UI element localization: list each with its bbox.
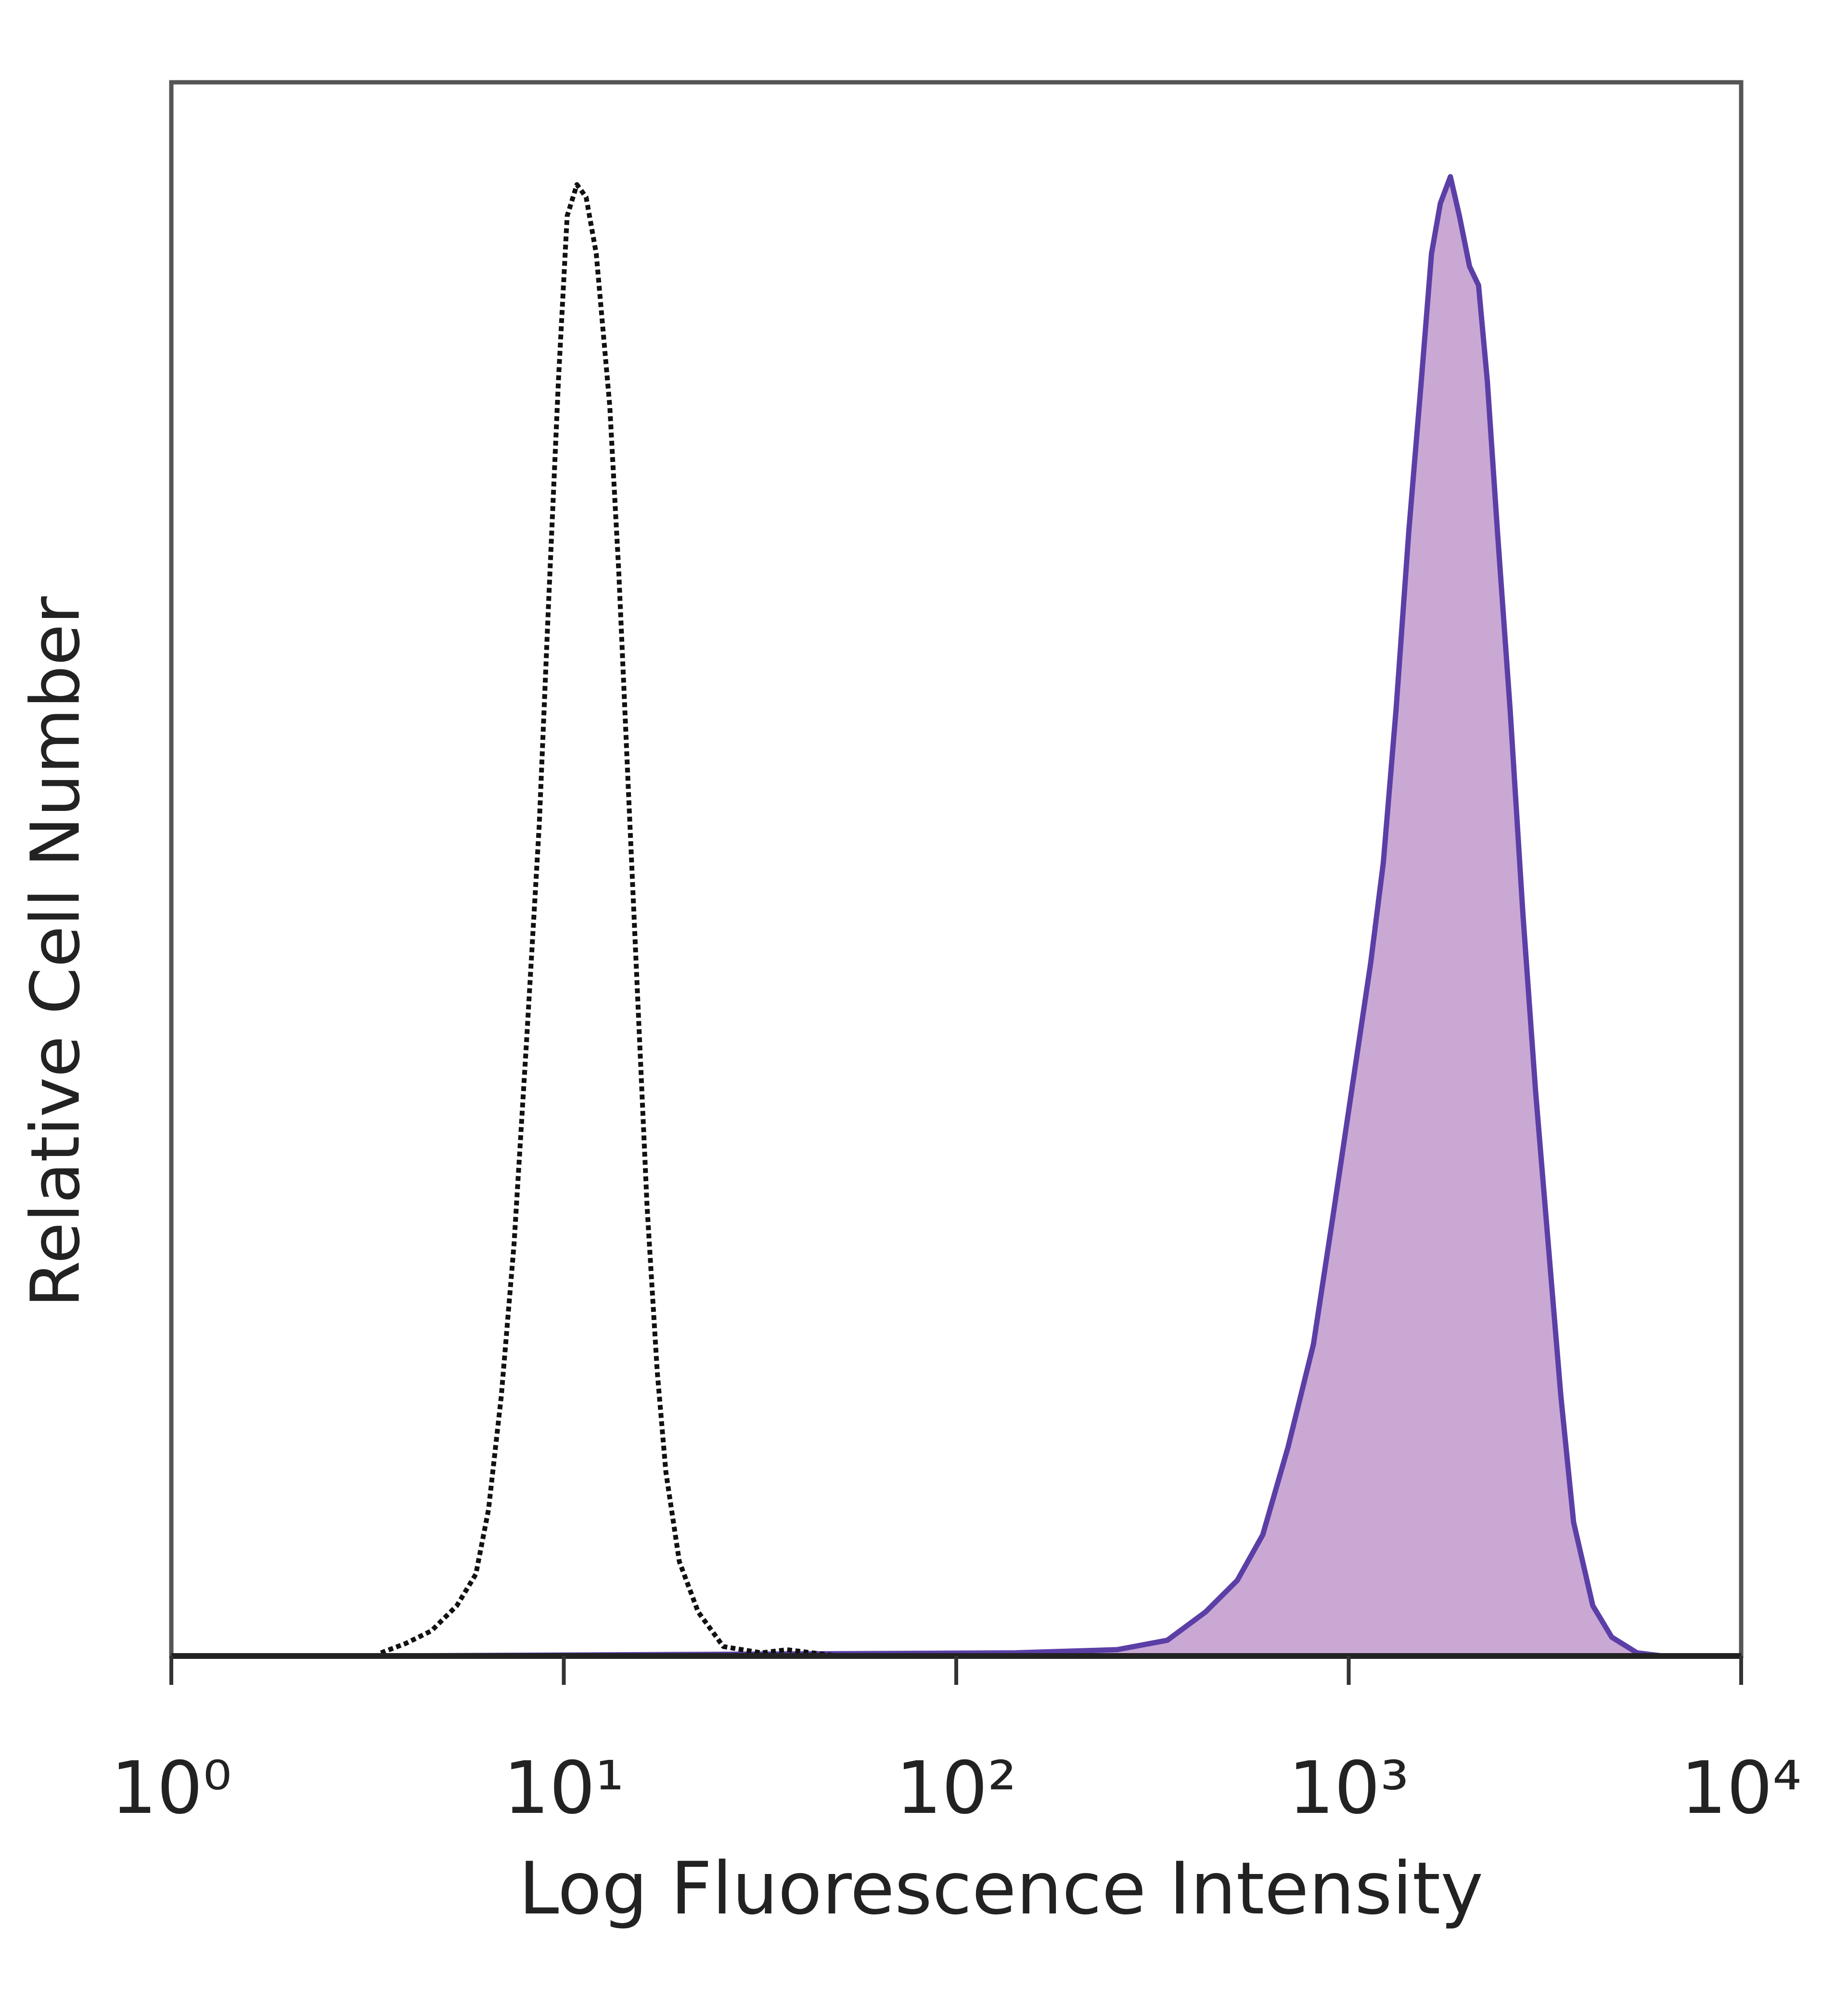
x-tick-label: 10⁰ xyxy=(111,1746,231,1830)
x-axis-label: Log Fluorescence Intensity xyxy=(519,1847,1483,1931)
x-tick-label: 10¹ xyxy=(503,1746,624,1830)
x-tick-label: 10⁴ xyxy=(1681,1746,1801,1830)
y-axis-label: Relative Cell Number xyxy=(17,596,95,1308)
x-tick-label: 10³ xyxy=(1288,1746,1409,1830)
histogram-line xyxy=(380,182,838,1658)
histogram-line xyxy=(380,174,1663,1659)
x-tick-label: 10² xyxy=(896,1746,1016,1830)
histogram-fill xyxy=(380,177,1663,1656)
